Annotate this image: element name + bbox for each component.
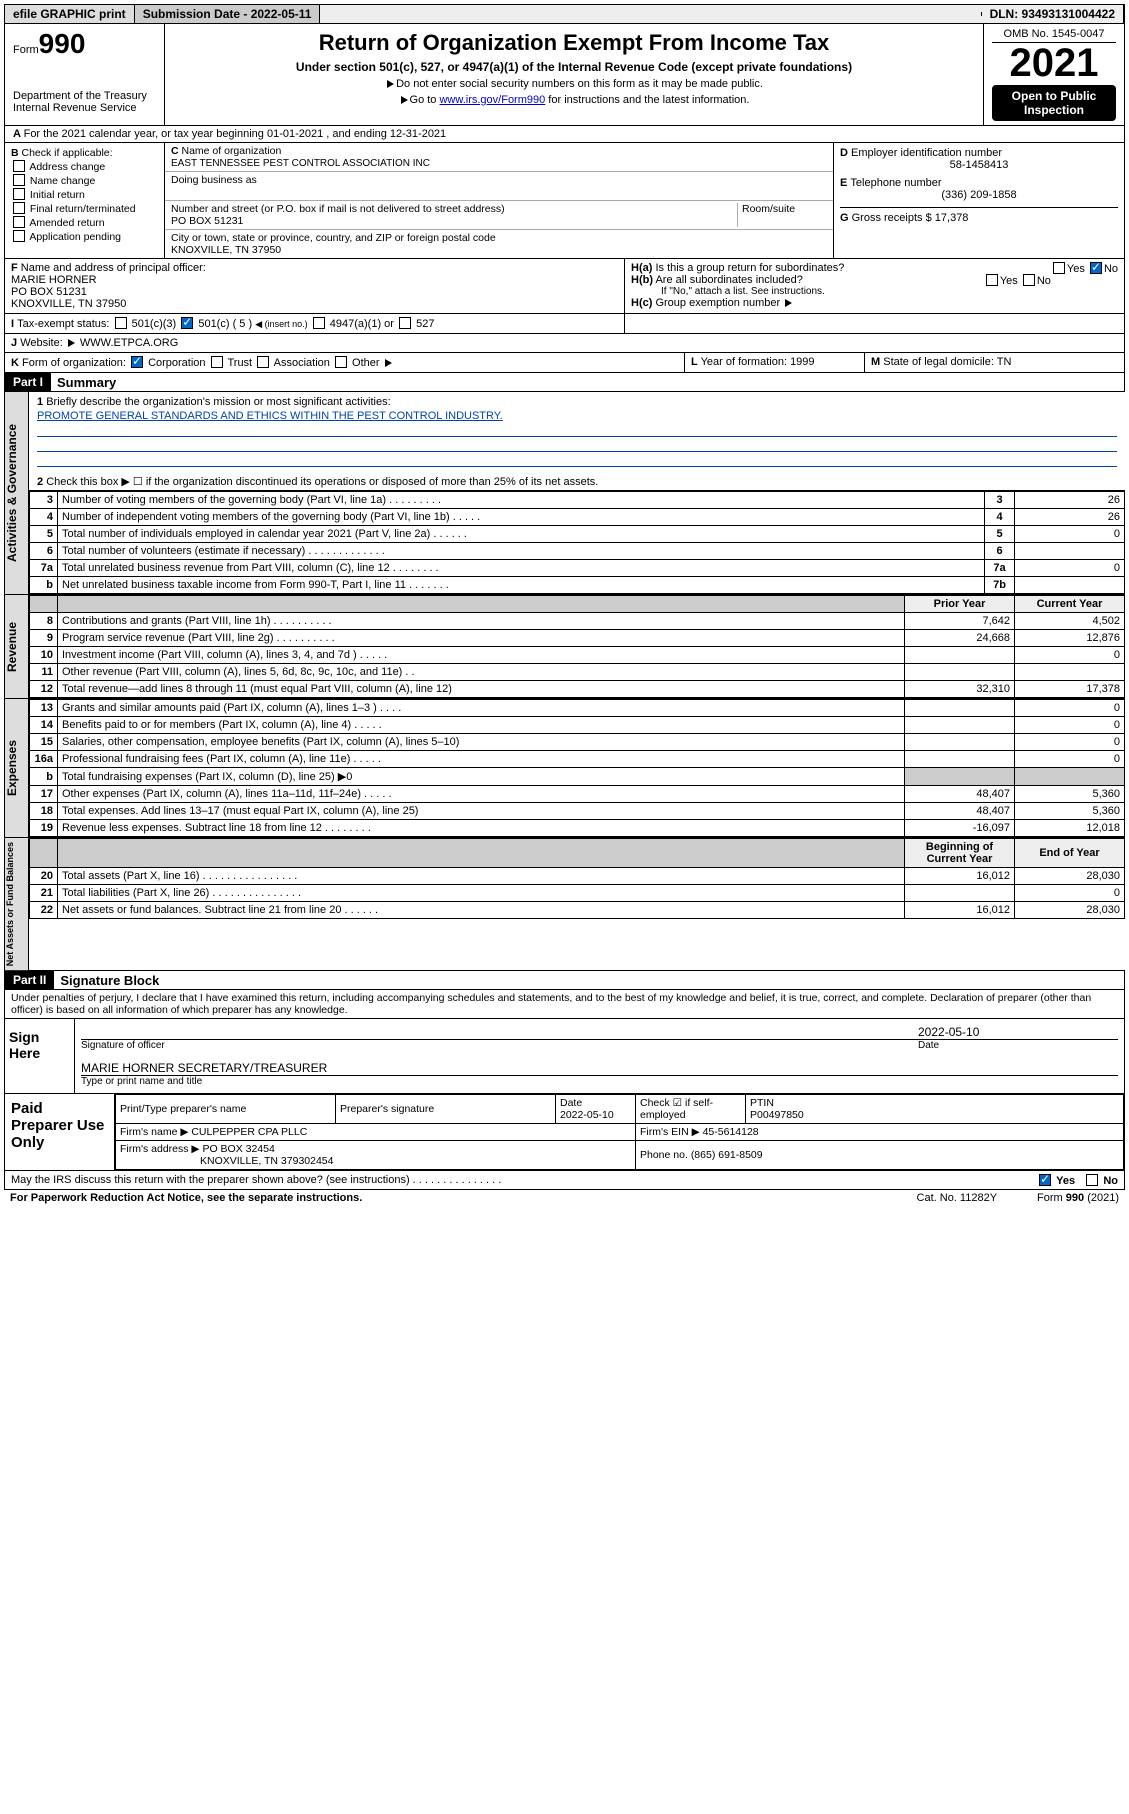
hint-ssn: Do not enter social security numbers on … [173, 78, 975, 90]
row-j: J Website: WWW.ETPCA.ORG [4, 334, 1125, 353]
open-public-badge: Open to Public Inspection [992, 85, 1116, 121]
strip-net: Net Assets or Fund Balances [4, 838, 29, 970]
sign-here-label: Sign Here [5, 1019, 75, 1093]
paid-preparer: Paid Preparer Use Only Print/Type prepar… [4, 1094, 1125, 1171]
col-d-g: D Employer identification number58-14584… [834, 143, 1124, 258]
row-a: A For the 2021 calendar year, or tax yea… [4, 126, 1125, 143]
row-f-h: F Name and address of principal officer:… [4, 259, 1125, 314]
top-bar: efile GRAPHIC print Submission Date - 20… [4, 4, 1125, 24]
row-i: I Tax-exempt status: 501(c)(3) 501(c) ( … [4, 314, 1125, 334]
section-b-to-g: B Check if applicable: Address change Na… [4, 143, 1125, 259]
dept-label: Department of the Treasury [13, 90, 156, 102]
col-b: B Check if applicable: Address change Na… [5, 143, 165, 258]
sec-expenses: Expenses 13Grants and similar amounts pa… [4, 699, 1125, 838]
dln: DLN: 93493131004422 [982, 5, 1124, 23]
strip-expenses: Expenses [4, 699, 29, 837]
sec-activities: Activities & Governance 1 Briefly descri… [4, 392, 1125, 595]
submission-date: Submission Date - 2022-05-11 [135, 5, 321, 23]
col-c: C Name of organizationEAST TENNESSEE PES… [165, 143, 834, 258]
form-number: Form990 [13, 28, 156, 60]
part1-header: Part I Summary [4, 373, 1125, 392]
tax-year: 2021 [992, 43, 1116, 83]
sec-revenue: Revenue Prior YearCurrent Year8Contribut… [4, 595, 1125, 699]
sec-netassets: Net Assets or Fund Balances Beginning of… [4, 838, 1125, 971]
signature-block: Under penalties of perjury, I declare th… [4, 990, 1125, 1094]
irs-label: Internal Revenue Service [13, 102, 156, 114]
irs-link[interactable]: www.irs.gov/Form990 [439, 94, 545, 106]
form-subtitle: Under section 501(c), 527, or 4947(a)(1)… [173, 60, 975, 74]
strip-activities: Activities & Governance [4, 392, 29, 594]
paid-preparer-label: Paid Preparer Use Only [5, 1094, 115, 1170]
hint-link: Go to www.irs.gov/Form990 for instructio… [173, 94, 975, 106]
part2-header: Part II Signature Block [4, 971, 1125, 990]
footer: For Paperwork Reduction Act Notice, see … [4, 1190, 1125, 1206]
strip-revenue: Revenue [4, 595, 29, 698]
discuss-row: May the IRS discuss this return with the… [4, 1171, 1125, 1190]
form-header: Form990 Department of the Treasury Inter… [4, 24, 1125, 126]
form-title: Return of Organization Exempt From Incom… [173, 30, 975, 56]
row-klm: K Form of organization: Corporation Trus… [4, 353, 1125, 373]
efile-label[interactable]: efile GRAPHIC print [5, 5, 135, 23]
